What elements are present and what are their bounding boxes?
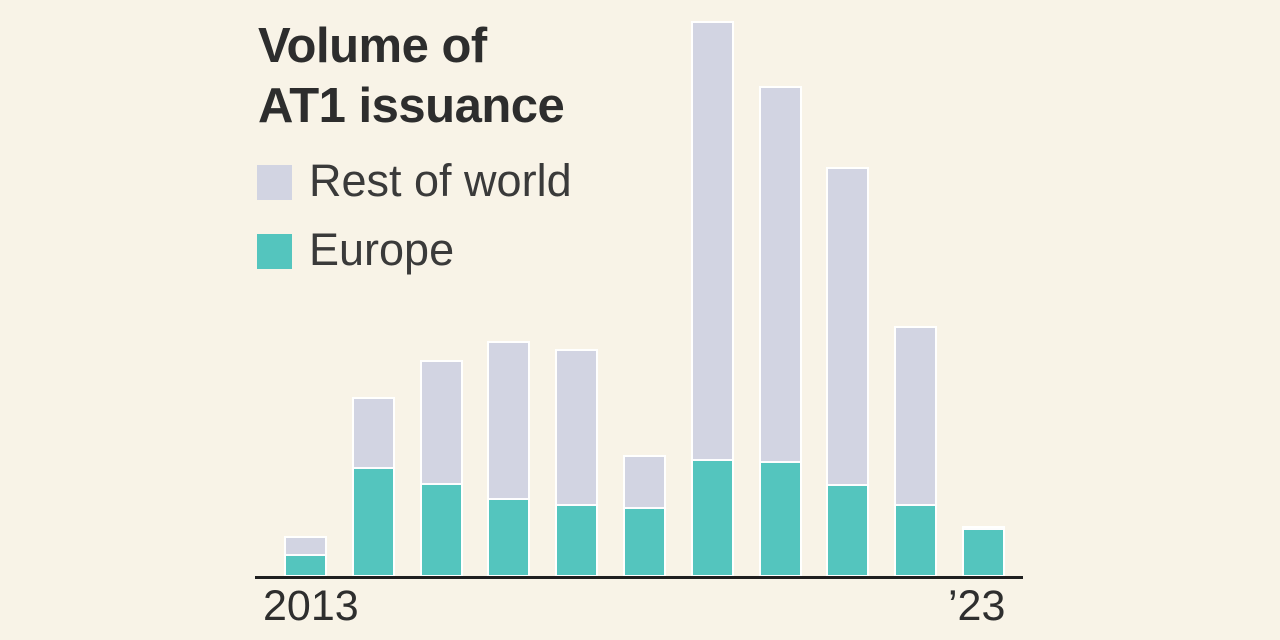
bar-2018-rest-of-world <box>625 457 664 510</box>
bar-2022-europe <box>896 505 936 575</box>
bar-2016-rest-of-world <box>489 343 529 501</box>
bar-2015-europe <box>421 485 461 575</box>
bar-2018 <box>623 455 666 577</box>
bar-2021-rest-of-world <box>828 168 868 486</box>
legend-item-europe: Europe <box>257 223 572 275</box>
legend-swatch-europe <box>257 233 292 269</box>
bar-2014-rest-of-world <box>353 399 393 470</box>
bar-2017-europe <box>557 505 597 575</box>
bar-2013 <box>284 535 327 577</box>
bar-2020-europe <box>760 463 800 575</box>
bar-2019-rest-of-world <box>692 23 732 461</box>
chart-title-line1: Volume of <box>258 19 487 73</box>
x-tick-last: ’23 <box>948 582 1006 630</box>
legend-label-rest-of-world: Rest of world <box>309 154 572 206</box>
bar-2022 <box>894 325 938 577</box>
bar-2016 <box>487 341 531 577</box>
bar-2020-rest-of-world <box>760 88 800 464</box>
chart-title-line2: AT1 issuance <box>258 79 565 133</box>
bar-2014-europe <box>353 469 393 575</box>
legend-swatch-rest-of-world <box>257 164 292 200</box>
bar-2018-europe <box>625 509 664 575</box>
bar-2019 <box>690 21 734 577</box>
bar-2021 <box>826 166 870 577</box>
bar-2019-europe <box>692 460 732 575</box>
bar-2016-europe <box>489 500 529 575</box>
legend-item-rest-of-world: Rest of world <box>257 154 572 206</box>
bar-2017 <box>555 349 599 577</box>
bar-2023-rest-of-world <box>964 527 1003 531</box>
x-tick-first: 2013 <box>263 582 359 630</box>
bar-2014 <box>351 397 395 577</box>
bar-2022-rest-of-world <box>896 327 936 506</box>
bar-2020 <box>758 86 802 577</box>
bar-2023 <box>962 525 1005 577</box>
legend-label-europe: Europe <box>309 223 455 275</box>
bar-2017-rest-of-world <box>557 351 597 506</box>
legend: Rest of world Europe <box>257 154 572 298</box>
bar-2023-europe <box>964 530 1003 575</box>
bar-2013-rest-of-world <box>286 537 325 556</box>
bar-2015 <box>419 360 463 577</box>
chart-title: Volume of AT1 issuance <box>258 16 565 136</box>
x-axis-line <box>255 576 1023 579</box>
bar-2013-europe <box>286 555 325 575</box>
bar-2021-europe <box>828 485 868 575</box>
bar-2015-rest-of-world <box>421 362 461 486</box>
